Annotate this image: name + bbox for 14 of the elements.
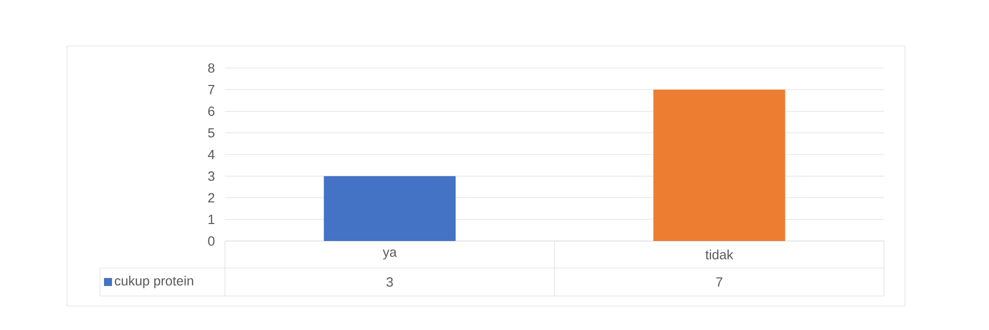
y-tick-label: 0 — [208, 236, 214, 246]
x-tick-label: tidak — [705, 250, 734, 260]
data-label: 3 — [386, 277, 393, 287]
y-tick-label: 7 — [208, 85, 214, 94]
y-tick-label: 6 — [208, 106, 214, 116]
y-tick-label: 1 — [208, 214, 214, 224]
legend-label: cukup protein — [114, 276, 194, 288]
y-tick-label: 2 — [208, 193, 214, 202]
y-tick-label: 3 — [208, 171, 214, 181]
data-label: 7 — [716, 277, 722, 287]
y-tick-label: 5 — [208, 128, 214, 138]
y-tick-label: 4 — [208, 150, 215, 160]
x-tick-label: ya — [382, 250, 397, 260]
y-tick-label: 8 — [208, 63, 214, 73]
